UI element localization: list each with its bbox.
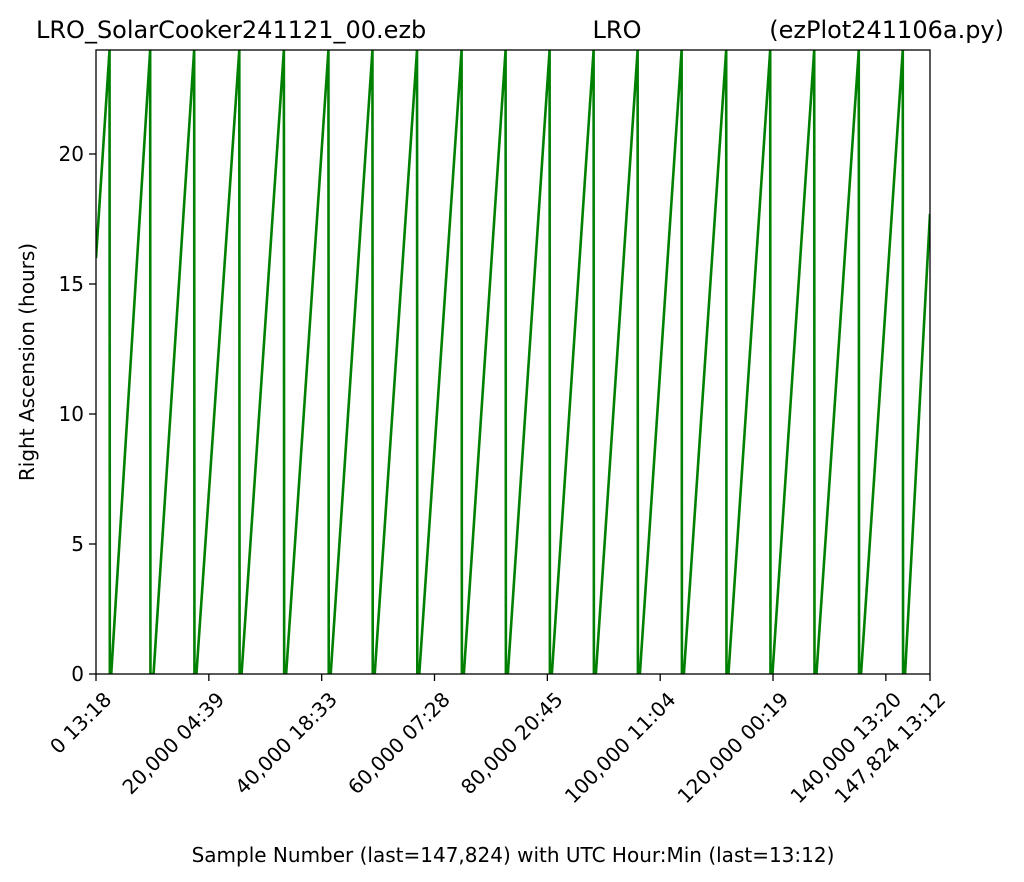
x-axis-label: Sample Number (last=147,824) with UTC Ho… [192, 843, 835, 867]
title-left: LRO_SolarCooker241121_00.ezb [36, 16, 426, 44]
y-tick-label: 10 [59, 402, 84, 426]
x-tick-label: 100,000 11:04 [560, 687, 681, 808]
x-tick-label: 80,000 20:45 [456, 687, 568, 799]
y-tick-label: 0 [71, 662, 84, 686]
x-tick-label: 40,000 18:33 [230, 687, 342, 799]
y-axis: 0 5 10 15 20 [59, 142, 96, 686]
x-axis: 0 13:18 20,000 04:39 40,000 18:33 60,000 07… [45, 674, 950, 808]
y-tick-label: 5 [71, 532, 84, 556]
series-line [96, 50, 930, 674]
y-tick-label: 15 [59, 272, 84, 296]
plot-area [95, 49, 931, 675]
plot-frame [95, 49, 931, 675]
x-tick-label: 20,000 04:39 [117, 687, 229, 799]
y-axis-label: Right Ascension (hours) [15, 243, 39, 481]
y-tick-label: 20 [59, 142, 84, 166]
x-tick-label: 0 13:18 [45, 687, 116, 758]
x-tick-label: 120,000 00:19 [673, 687, 794, 808]
title-center: LRO [593, 16, 642, 44]
x-tick-label: 60,000 07:28 [343, 687, 455, 799]
title-right: (ezPlot241106a.py) [769, 16, 1004, 44]
